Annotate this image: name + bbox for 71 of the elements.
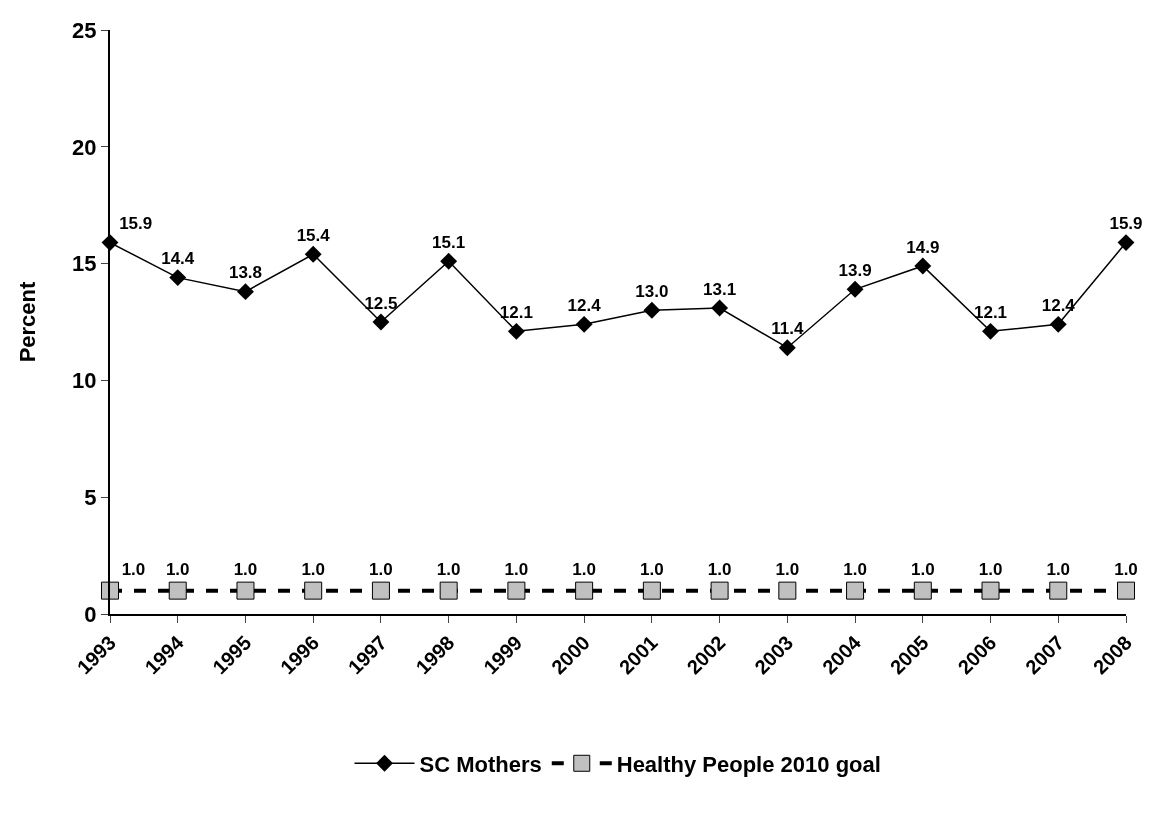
y-tick-label: 20 — [72, 134, 97, 160]
point — [440, 252, 458, 270]
point — [371, 581, 390, 600]
data-label: 15.1 — [432, 232, 466, 252]
data-label: 1.0 — [1114, 559, 1138, 579]
data-label: 12.1 — [973, 302, 1008, 322]
y-tick-label: 15 — [72, 251, 97, 277]
data-label: 1.0 — [843, 559, 867, 579]
point — [237, 283, 254, 301]
data-label: 1.0 — [707, 559, 732, 579]
data-label: 11.4 — [771, 319, 804, 339]
data-label: 12.5 — [364, 293, 398, 313]
data-label: 15.9 — [119, 214, 153, 234]
point — [372, 313, 390, 331]
point — [236, 581, 255, 600]
data-label: 1.0 — [775, 559, 800, 579]
data-label: 1.0 — [165, 559, 190, 579]
legend-label: SC Mothers — [419, 751, 542, 777]
data-label: 1.0 — [572, 559, 596, 579]
y-tick-label: 0 — [84, 601, 97, 627]
point — [981, 581, 1000, 600]
data-label: 14.9 — [906, 237, 940, 257]
data-label: 1.0 — [301, 559, 326, 579]
data-label: 1.0 — [1046, 559, 1071, 579]
data-label: 1.0 — [504, 559, 529, 579]
data-label: 14.4 — [161, 249, 195, 269]
data-label: 1.0 — [233, 559, 258, 579]
point — [778, 339, 796, 357]
data-label: 1.0 — [978, 559, 1003, 579]
data-label: 15.9 — [1109, 214, 1143, 234]
data-label: 1.0 — [369, 559, 393, 579]
point — [1117, 234, 1135, 252]
point — [982, 322, 999, 340]
point — [168, 581, 187, 600]
point — [507, 322, 525, 340]
point — [846, 581, 865, 600]
point — [1049, 581, 1068, 600]
point — [846, 280, 864, 298]
point — [914, 257, 932, 275]
point — [710, 581, 729, 600]
data-label: 15.4 — [296, 225, 331, 245]
point — [575, 315, 593, 333]
legend-label: Healthy People 2010 goal — [616, 751, 881, 777]
point — [169, 269, 187, 287]
point — [643, 301, 661, 319]
point — [575, 581, 594, 600]
data-label: 12.4 — [567, 295, 602, 315]
data-label: 1.0 — [640, 559, 664, 579]
point — [439, 581, 458, 600]
point — [304, 245, 322, 263]
point — [304, 581, 323, 600]
point — [1049, 315, 1067, 333]
data-label: 13.0 — [635, 281, 669, 301]
y-tick-label: 5 — [84, 484, 97, 510]
y-tick-label: 10 — [72, 368, 97, 394]
point — [913, 581, 932, 600]
data-label: 12.1 — [499, 302, 533, 322]
point — [778, 581, 797, 600]
data-label: 13.9 — [838, 260, 872, 280]
point — [711, 299, 729, 317]
point — [1117, 581, 1135, 600]
y-axis-title: Percent — [15, 280, 41, 363]
data-label: 1.0 — [910, 559, 935, 579]
point — [507, 581, 526, 600]
data-label: 13.1 — [703, 279, 737, 299]
data-label: 12.4 — [1041, 295, 1076, 315]
y-tick-label: 25 — [72, 17, 97, 43]
data-label: 13.8 — [228, 263, 263, 283]
data-label: 1.0 — [436, 559, 461, 579]
point — [642, 581, 661, 600]
data-label: 1.0 — [121, 559, 146, 579]
